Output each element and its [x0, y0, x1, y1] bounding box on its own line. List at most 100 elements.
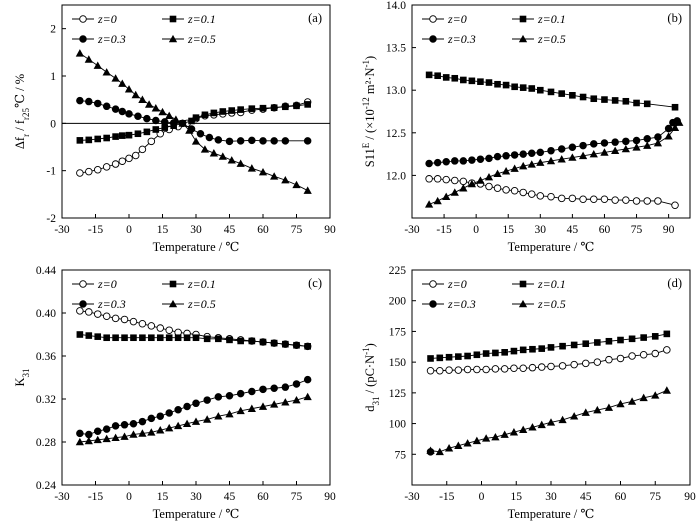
- x-tick-label: 90: [324, 224, 336, 236]
- data-point: [120, 315, 129, 324]
- data-point: [502, 152, 510, 160]
- legend-label: z=0.5: [537, 297, 566, 311]
- legend-marker: [518, 299, 528, 308]
- data-point: [593, 405, 602, 414]
- data-point: [651, 333, 659, 340]
- x-tick-label: 90: [324, 491, 336, 503]
- data-point: [76, 429, 84, 438]
- data-point: [426, 366, 435, 375]
- data-point: [192, 334, 200, 342]
- data-point: [568, 194, 577, 203]
- y-axis-label: d31 / (pC·N-1): [361, 343, 381, 412]
- data-point: [451, 176, 459, 185]
- data-point: [590, 140, 598, 148]
- data-point: [214, 136, 223, 144]
- data-point: [500, 365, 509, 373]
- y-tick-label: 1: [50, 71, 56, 83]
- data-point: [103, 134, 110, 142]
- legend-label: z=0: [97, 277, 117, 291]
- data-point: [247, 164, 256, 172]
- data-point: [147, 428, 156, 436]
- data-point: [192, 114, 200, 121]
- data-point: [628, 335, 636, 343]
- data-point: [178, 119, 187, 127]
- data-point: [93, 61, 102, 69]
- data-point: [248, 387, 256, 396]
- y-tick-label: 150: [389, 357, 407, 369]
- data-point: [537, 420, 546, 429]
- y-tick-label: 0.36: [36, 351, 56, 363]
- data-point: [509, 428, 519, 436]
- data-point: [502, 186, 510, 194]
- data-point: [192, 399, 200, 408]
- series-z-0-1: [76, 101, 311, 144]
- data-point: [165, 423, 174, 432]
- data-point: [436, 366, 444, 375]
- chart-panel-a: -30 -15 0 15 30 45 60 75 90 -2 -1 0 1 2 Temperature / …: [13, 4, 336, 254]
- data-point: [528, 363, 537, 372]
- data-point: [582, 359, 590, 368]
- data-point: [501, 349, 508, 356]
- data-point: [218, 152, 227, 160]
- data-point: [459, 184, 468, 192]
- data-point: [205, 133, 214, 142]
- data-point: [119, 132, 126, 139]
- data-point: [143, 128, 151, 136]
- data-point: [651, 391, 660, 399]
- data-point: [93, 427, 102, 436]
- data-point: [201, 111, 209, 119]
- data-point: [144, 100, 154, 108]
- data-point: [568, 153, 577, 161]
- series-z-0-5: [75, 392, 312, 446]
- data-point: [600, 148, 609, 156]
- data-point: [547, 88, 555, 96]
- series-z-0-5: [424, 118, 684, 208]
- series-z-0-1: [425, 71, 679, 111]
- x-tick-label: -30: [404, 491, 420, 503]
- data-point: [654, 197, 662, 205]
- legend-entry: z=0.1: [512, 277, 566, 291]
- data-point: [75, 49, 84, 57]
- data-point: [605, 337, 613, 345]
- data-point: [143, 114, 151, 123]
- y-tick-label: 225: [389, 265, 407, 277]
- legend-marker: [79, 280, 87, 288]
- data-point: [203, 415, 212, 423]
- data-point: [547, 362, 555, 371]
- data-point: [139, 334, 146, 342]
- chart-panel-d: -30 -15 0 15 30 45 60 75 90 75 100 125 150 175 200 225 T…: [361, 265, 696, 521]
- data-point: [281, 383, 290, 391]
- legend-marker: [169, 15, 177, 23]
- data-point: [125, 131, 133, 139]
- data-point: [643, 135, 651, 143]
- x-axis-label: Temperature / ℃: [508, 507, 595, 521]
- data-point: [579, 93, 587, 101]
- data-point: [111, 422, 120, 430]
- data-point: [633, 99, 640, 107]
- data-point: [103, 334, 110, 342]
- data-point: [293, 102, 300, 110]
- legend-label: z=0.5: [187, 32, 216, 46]
- data-point: [102, 434, 111, 443]
- data-point: [158, 107, 167, 116]
- data-point: [259, 385, 267, 394]
- data-point: [491, 432, 500, 441]
- data-point: [424, 200, 434, 208]
- series-z-0-3: [76, 96, 312, 146]
- data-point: [463, 365, 472, 374]
- data-point: [510, 347, 518, 355]
- data-point: [547, 146, 555, 155]
- legend-label: z=0.3: [97, 32, 126, 46]
- legend-entry: z=0.5: [512, 297, 566, 311]
- data-point: [160, 118, 169, 126]
- data-point: [93, 165, 102, 174]
- x-tick-label: -15: [88, 224, 104, 236]
- data-point: [570, 360, 578, 369]
- data-point: [75, 437, 84, 446]
- data-point: [270, 104, 278, 112]
- data-point: [281, 137, 290, 145]
- data-point: [85, 136, 93, 144]
- data-point: [468, 156, 476, 164]
- data-point: [237, 337, 244, 345]
- data-point: [138, 320, 147, 328]
